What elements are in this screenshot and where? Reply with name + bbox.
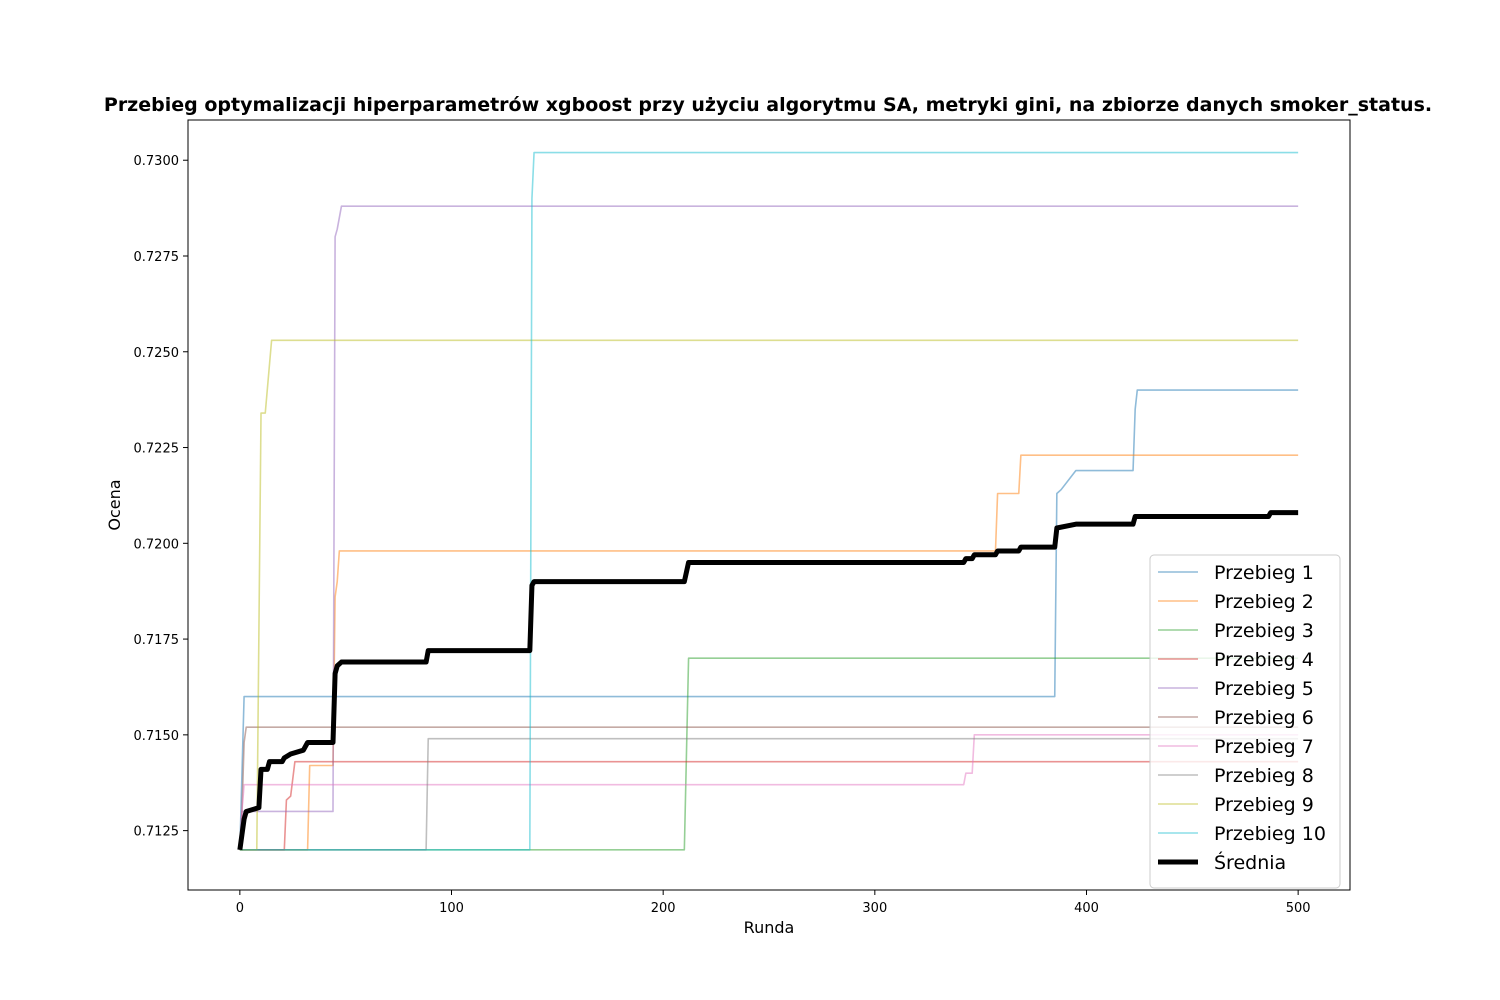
x-tick-label: 200 [651, 901, 676, 916]
y-tick-label: 0.7300 [134, 154, 180, 169]
y-tick-label: 0.7175 [134, 633, 180, 648]
axes-frame [187, 119, 1351, 891]
x-tick-label: 100 [439, 901, 464, 916]
series-line-5 [239, 205, 1299, 850]
chart-title: Przebieg optymalizacji hiperparametrów x… [104, 94, 1432, 116]
legend-label: Przebieg 2 [1214, 591, 1314, 613]
y-tick-label: 0.7225 [134, 442, 180, 457]
x-axis-label: Runda [744, 918, 795, 937]
legend-label: Przebieg 7 [1214, 736, 1314, 758]
series-line-11 [237, 510, 1299, 851]
series-line-9 [239, 339, 1299, 851]
legend-label: Przebieg 9 [1214, 794, 1314, 816]
x-axis: 0 100 200 300 400 500 [236, 890, 1311, 916]
legend-label: Przebieg 8 [1214, 765, 1314, 787]
y-tick-label: 0.7275 [134, 250, 180, 265]
y-tick-label: 0.7250 [134, 346, 180, 361]
y-tick-label: 0.7150 [134, 729, 180, 744]
y-tick-label: 0.7125 [134, 825, 180, 840]
legend-label: Przebieg 10 [1214, 823, 1326, 845]
series-line-7 [239, 734, 1299, 850]
series-line-2 [239, 454, 1299, 851]
legend-label: Średnia [1214, 850, 1286, 874]
legend-label: Przebieg 4 [1214, 649, 1314, 671]
series-line-8 [239, 737, 1299, 851]
legend-label: Przebieg 5 [1214, 678, 1314, 700]
series-line-6 [239, 726, 1299, 850]
x-tick-label: 500 [1286, 901, 1311, 916]
legend: Przebieg 1 Przebieg 2 Przebieg 3 Przebieg 4… [1149, 554, 1341, 889]
series-line-3 [239, 657, 1299, 851]
x-tick-label: 400 [1074, 901, 1099, 916]
legend-label: Przebieg 1 [1214, 562, 1314, 584]
y-axis-label: Ocena [105, 479, 124, 530]
legend-label: Przebieg 6 [1214, 707, 1314, 729]
plot-lines [237, 151, 1299, 851]
x-tick-label: 0 [236, 901, 244, 916]
series-line-10 [239, 151, 1299, 851]
series-line-4 [239, 760, 1299, 851]
y-axis: 0.7125 0.7150 0.7175 0.7200 0.7225 0.7250 0.72… [134, 154, 188, 840]
series-line-1 [239, 389, 1299, 850]
x-tick-label: 300 [862, 901, 887, 916]
legend-label: Przebieg 3 [1214, 620, 1314, 642]
y-tick-label: 0.7200 [134, 537, 180, 552]
